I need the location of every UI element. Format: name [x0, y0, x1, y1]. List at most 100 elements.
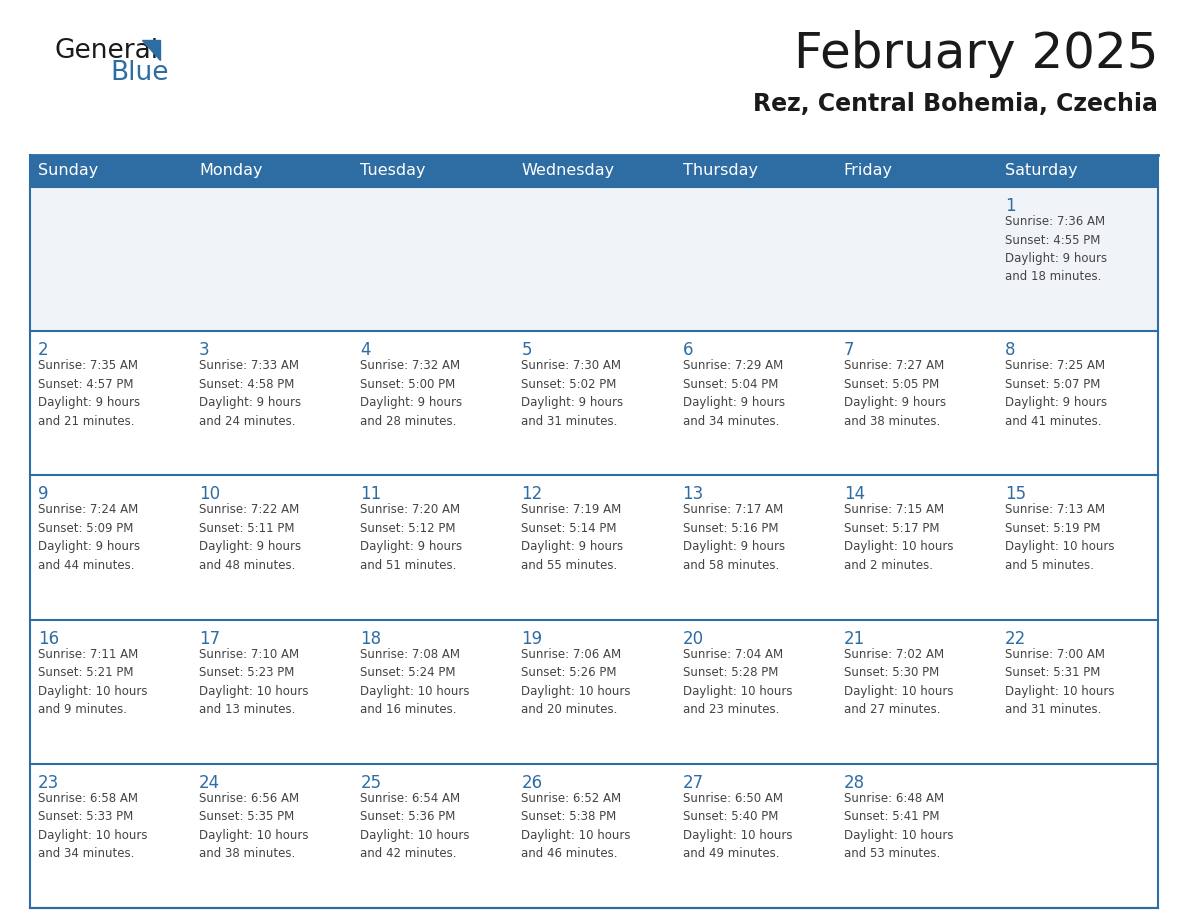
Text: Thursday: Thursday — [683, 163, 758, 178]
Text: 1: 1 — [1005, 197, 1016, 215]
Text: 8: 8 — [1005, 341, 1016, 359]
Bar — [835, 331, 997, 476]
Text: Sunrise: 7:19 AM
Sunset: 5:14 PM
Daylight: 9 hours
and 55 minutes.: Sunrise: 7:19 AM Sunset: 5:14 PM Dayligh… — [522, 503, 624, 572]
Bar — [30, 476, 191, 620]
Text: 10: 10 — [200, 486, 220, 503]
Text: 21: 21 — [843, 630, 865, 647]
Bar — [353, 331, 513, 476]
Bar — [353, 764, 513, 908]
Bar — [997, 476, 1158, 620]
Text: Sunrise: 7:30 AM
Sunset: 5:02 PM
Daylight: 9 hours
and 31 minutes.: Sunrise: 7:30 AM Sunset: 5:02 PM Dayligh… — [522, 359, 624, 428]
Text: 27: 27 — [683, 774, 703, 792]
Text: 17: 17 — [200, 630, 220, 647]
Bar — [997, 764, 1158, 908]
Bar — [513, 620, 675, 764]
Text: 26: 26 — [522, 774, 543, 792]
Text: 14: 14 — [843, 486, 865, 503]
Text: Tuesday: Tuesday — [360, 163, 425, 178]
Bar — [513, 764, 675, 908]
Text: 11: 11 — [360, 486, 381, 503]
Polygon shape — [143, 40, 160, 60]
Bar — [191, 476, 353, 620]
Bar — [513, 476, 675, 620]
Text: 18: 18 — [360, 630, 381, 647]
Text: Monday: Monday — [200, 163, 263, 178]
Text: 20: 20 — [683, 630, 703, 647]
Text: 25: 25 — [360, 774, 381, 792]
Bar — [30, 620, 191, 764]
Text: Sunrise: 6:50 AM
Sunset: 5:40 PM
Daylight: 10 hours
and 49 minutes.: Sunrise: 6:50 AM Sunset: 5:40 PM Dayligh… — [683, 792, 792, 860]
Text: Sunrise: 7:25 AM
Sunset: 5:07 PM
Daylight: 9 hours
and 41 minutes.: Sunrise: 7:25 AM Sunset: 5:07 PM Dayligh… — [1005, 359, 1107, 428]
Text: 16: 16 — [38, 630, 59, 647]
Text: Sunrise: 7:15 AM
Sunset: 5:17 PM
Daylight: 10 hours
and 2 minutes.: Sunrise: 7:15 AM Sunset: 5:17 PM Dayligh… — [843, 503, 953, 572]
Text: 6: 6 — [683, 341, 693, 359]
Text: Sunrise: 7:33 AM
Sunset: 4:58 PM
Daylight: 9 hours
and 24 minutes.: Sunrise: 7:33 AM Sunset: 4:58 PM Dayligh… — [200, 359, 302, 428]
Text: Sunrise: 7:08 AM
Sunset: 5:24 PM
Daylight: 10 hours
and 16 minutes.: Sunrise: 7:08 AM Sunset: 5:24 PM Dayligh… — [360, 647, 469, 716]
Bar — [30, 331, 191, 476]
Text: 19: 19 — [522, 630, 543, 647]
Text: Sunrise: 6:56 AM
Sunset: 5:35 PM
Daylight: 10 hours
and 38 minutes.: Sunrise: 6:56 AM Sunset: 5:35 PM Dayligh… — [200, 792, 309, 860]
Text: Sunrise: 6:58 AM
Sunset: 5:33 PM
Daylight: 10 hours
and 34 minutes.: Sunrise: 6:58 AM Sunset: 5:33 PM Dayligh… — [38, 792, 147, 860]
Text: Sunrise: 7:36 AM
Sunset: 4:55 PM
Daylight: 9 hours
and 18 minutes.: Sunrise: 7:36 AM Sunset: 4:55 PM Dayligh… — [1005, 215, 1107, 284]
Text: 2: 2 — [38, 341, 49, 359]
Text: Sunrise: 7:10 AM
Sunset: 5:23 PM
Daylight: 10 hours
and 13 minutes.: Sunrise: 7:10 AM Sunset: 5:23 PM Dayligh… — [200, 647, 309, 716]
Text: Sunrise: 7:06 AM
Sunset: 5:26 PM
Daylight: 10 hours
and 20 minutes.: Sunrise: 7:06 AM Sunset: 5:26 PM Dayligh… — [522, 647, 631, 716]
Bar — [30, 187, 191, 331]
Text: Sunrise: 7:35 AM
Sunset: 4:57 PM
Daylight: 9 hours
and 21 minutes.: Sunrise: 7:35 AM Sunset: 4:57 PM Dayligh… — [38, 359, 140, 428]
Bar — [30, 155, 1158, 187]
Bar — [997, 620, 1158, 764]
Text: Sunrise: 7:02 AM
Sunset: 5:30 PM
Daylight: 10 hours
and 27 minutes.: Sunrise: 7:02 AM Sunset: 5:30 PM Dayligh… — [843, 647, 953, 716]
Text: February 2025: February 2025 — [794, 30, 1158, 78]
Bar — [30, 764, 191, 908]
Text: 13: 13 — [683, 486, 703, 503]
Bar — [675, 476, 835, 620]
Bar — [191, 331, 353, 476]
Text: Sunday: Sunday — [38, 163, 99, 178]
Text: 24: 24 — [200, 774, 220, 792]
Text: Sunrise: 7:11 AM
Sunset: 5:21 PM
Daylight: 10 hours
and 9 minutes.: Sunrise: 7:11 AM Sunset: 5:21 PM Dayligh… — [38, 647, 147, 716]
Bar — [997, 187, 1158, 331]
Bar — [835, 476, 997, 620]
Bar — [835, 620, 997, 764]
Text: Sunrise: 6:54 AM
Sunset: 5:36 PM
Daylight: 10 hours
and 42 minutes.: Sunrise: 6:54 AM Sunset: 5:36 PM Dayligh… — [360, 792, 469, 860]
Bar — [191, 187, 353, 331]
Text: Sunrise: 7:22 AM
Sunset: 5:11 PM
Daylight: 9 hours
and 48 minutes.: Sunrise: 7:22 AM Sunset: 5:11 PM Dayligh… — [200, 503, 302, 572]
Bar — [835, 187, 997, 331]
Bar — [513, 187, 675, 331]
Bar — [353, 620, 513, 764]
Bar — [675, 331, 835, 476]
Text: General: General — [55, 38, 159, 64]
Text: Sunrise: 7:20 AM
Sunset: 5:12 PM
Daylight: 9 hours
and 51 minutes.: Sunrise: 7:20 AM Sunset: 5:12 PM Dayligh… — [360, 503, 462, 572]
Bar — [191, 620, 353, 764]
Text: Friday: Friday — [843, 163, 892, 178]
Text: Rez, Central Bohemia, Czechia: Rez, Central Bohemia, Czechia — [753, 92, 1158, 116]
Bar — [997, 331, 1158, 476]
Text: Sunrise: 7:17 AM
Sunset: 5:16 PM
Daylight: 9 hours
and 58 minutes.: Sunrise: 7:17 AM Sunset: 5:16 PM Dayligh… — [683, 503, 785, 572]
Bar — [675, 620, 835, 764]
Text: 4: 4 — [360, 341, 371, 359]
Text: Sunrise: 6:48 AM
Sunset: 5:41 PM
Daylight: 10 hours
and 53 minutes.: Sunrise: 6:48 AM Sunset: 5:41 PM Dayligh… — [843, 792, 953, 860]
Bar — [835, 764, 997, 908]
Text: 23: 23 — [38, 774, 59, 792]
Text: 15: 15 — [1005, 486, 1026, 503]
Bar — [513, 331, 675, 476]
Bar — [353, 187, 513, 331]
Bar — [353, 476, 513, 620]
Text: Sunrise: 7:04 AM
Sunset: 5:28 PM
Daylight: 10 hours
and 23 minutes.: Sunrise: 7:04 AM Sunset: 5:28 PM Dayligh… — [683, 647, 792, 716]
Text: Sunrise: 7:32 AM
Sunset: 5:00 PM
Daylight: 9 hours
and 28 minutes.: Sunrise: 7:32 AM Sunset: 5:00 PM Dayligh… — [360, 359, 462, 428]
Text: 12: 12 — [522, 486, 543, 503]
Text: 9: 9 — [38, 486, 49, 503]
Text: Sunrise: 7:13 AM
Sunset: 5:19 PM
Daylight: 10 hours
and 5 minutes.: Sunrise: 7:13 AM Sunset: 5:19 PM Dayligh… — [1005, 503, 1114, 572]
Text: Sunrise: 7:27 AM
Sunset: 5:05 PM
Daylight: 9 hours
and 38 minutes.: Sunrise: 7:27 AM Sunset: 5:05 PM Dayligh… — [843, 359, 946, 428]
Text: 22: 22 — [1005, 630, 1026, 647]
Text: Saturday: Saturday — [1005, 163, 1078, 178]
Bar — [675, 187, 835, 331]
Bar — [191, 764, 353, 908]
Text: Sunrise: 7:24 AM
Sunset: 5:09 PM
Daylight: 9 hours
and 44 minutes.: Sunrise: 7:24 AM Sunset: 5:09 PM Dayligh… — [38, 503, 140, 572]
Text: 28: 28 — [843, 774, 865, 792]
Text: Wednesday: Wednesday — [522, 163, 614, 178]
Text: Sunrise: 7:00 AM
Sunset: 5:31 PM
Daylight: 10 hours
and 31 minutes.: Sunrise: 7:00 AM Sunset: 5:31 PM Dayligh… — [1005, 647, 1114, 716]
Bar — [675, 764, 835, 908]
Text: 5: 5 — [522, 341, 532, 359]
Text: 7: 7 — [843, 341, 854, 359]
